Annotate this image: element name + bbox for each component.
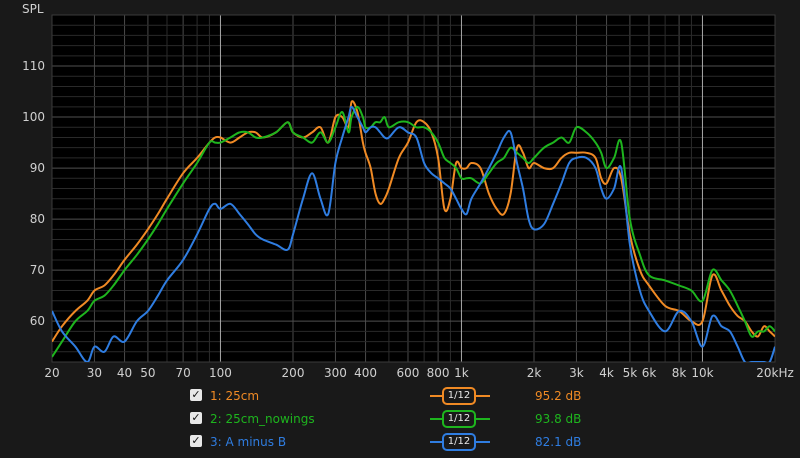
series-name: 1: 25cm <box>210 389 260 403</box>
x-tick-label: 400 <box>354 366 377 380</box>
smoothing-control[interactable]: 1/12 <box>430 432 490 452</box>
series-checkbox[interactable]: ✓ <box>190 388 202 401</box>
x-tick-label: 2k <box>527 366 542 380</box>
y-tick-label: 110 <box>22 59 45 73</box>
series-checkbox[interactable]: ✓ <box>190 434 202 447</box>
series-checkbox[interactable]: ✓ <box>190 411 202 424</box>
x-tick-label: 3k <box>569 366 584 380</box>
x-tick-label: 20 <box>44 366 59 380</box>
series-line-1 <box>52 100 775 343</box>
legend-row-3: ✓ 3: A minus B 1/12 82.1 dB <box>190 432 610 452</box>
x-tick-label: 6k <box>642 366 657 380</box>
x-tick-label: 8k <box>672 366 687 380</box>
y-tick-label: 60 <box>30 314 45 328</box>
x-tick-label: 40 <box>117 366 132 380</box>
x-tick-label: 70 <box>175 366 190 380</box>
smoothing-control[interactable]: 1/12 <box>430 409 490 429</box>
x-tick-label: 5k <box>623 366 638 380</box>
series-level: 82.1 dB <box>535 435 582 449</box>
smoothing-button[interactable]: 1/12 <box>442 387 476 405</box>
y-tick-label: 90 <box>30 161 45 175</box>
series-name: 2: 25cm_nowings <box>210 412 315 426</box>
series-level: 93.8 dB <box>535 412 582 426</box>
y-axis-label: SPL <box>22 2 44 16</box>
x-tick-label: 300 <box>324 366 347 380</box>
y-tick-label: 80 <box>30 212 45 226</box>
x-tick-label: 100 <box>209 366 232 380</box>
y-tick-label: 70 <box>30 263 45 277</box>
y-tick-label: 100 <box>22 110 45 124</box>
series-line-2 <box>52 105 775 358</box>
legend-row-1: ✓ 1: 25cm 1/12 95.2 dB <box>190 386 610 406</box>
series-name: 3: A minus B <box>210 435 287 449</box>
x-tick-label: 4k <box>599 366 614 380</box>
smoothing-button[interactable]: 1/12 <box>442 410 476 428</box>
plot-border <box>51 14 776 363</box>
series-level: 95.2 dB <box>535 389 582 403</box>
x-tick-label: 1k <box>454 366 469 380</box>
legend-row-2: ✓ 2: 25cm_nowings 1/12 93.8 dB <box>190 409 610 429</box>
x-tick-label: 20kHz <box>756 366 794 380</box>
smoothing-control[interactable]: 1/12 <box>430 386 490 406</box>
frequency-response-chart: SPL 20 30 40 50 70 100 200 300 400 600 800 1k 2k 3k 4k… <box>22 2 794 380</box>
series-line-3 <box>52 105 775 362</box>
smoothing-button[interactable]: 1/12 <box>442 433 476 451</box>
x-tick-label: 30 <box>87 366 102 380</box>
x-tick-label: 600 <box>397 366 420 380</box>
x-tick-label: 800 <box>427 366 450 380</box>
x-tick-label: 50 <box>140 366 155 380</box>
x-tick-label: 200 <box>282 366 305 380</box>
x-tick-label: 10k <box>691 366 713 380</box>
